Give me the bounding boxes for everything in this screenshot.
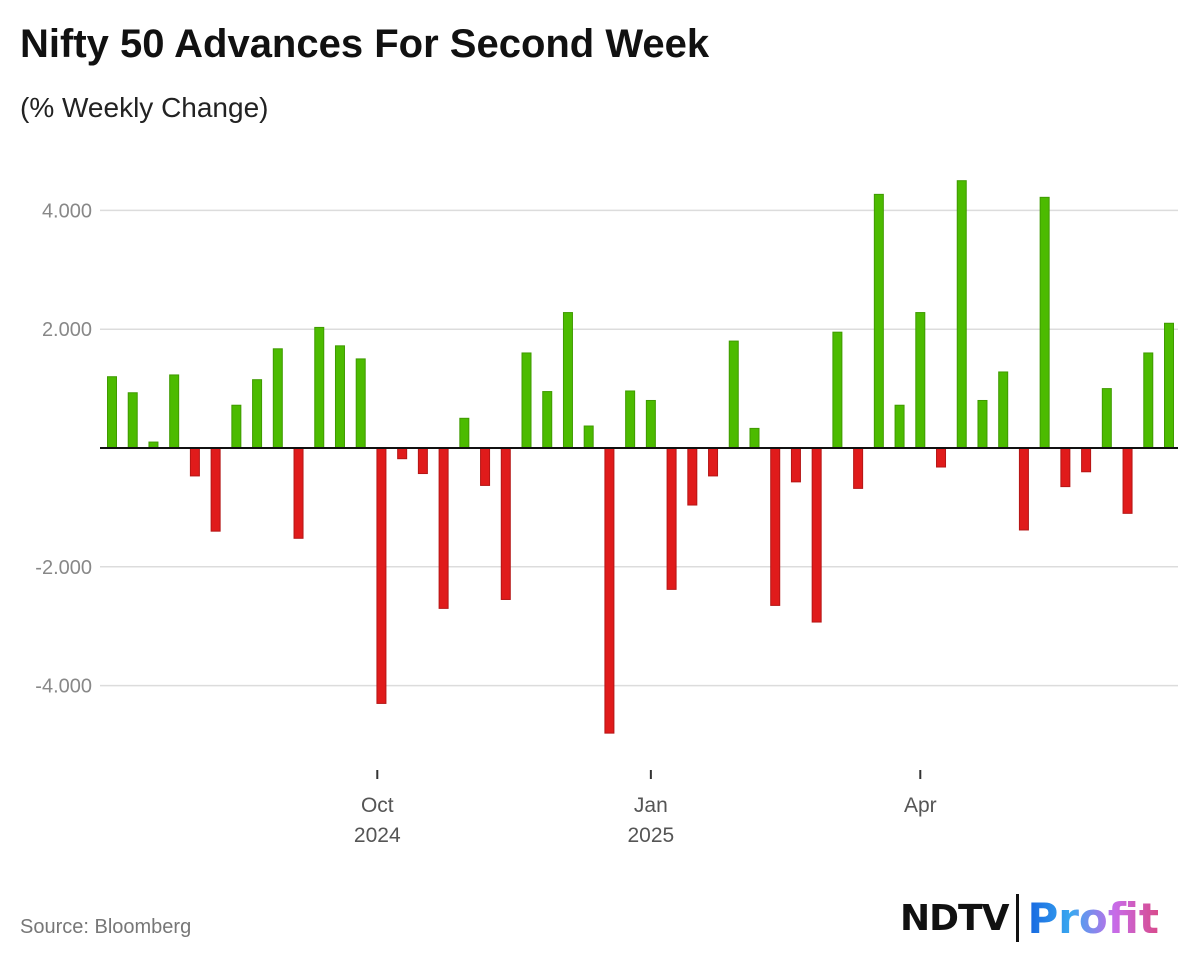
bar-positive bbox=[832, 331, 843, 449]
bar-positive bbox=[334, 345, 345, 449]
bar-positive bbox=[1039, 196, 1050, 449]
x-tick-label: Apr bbox=[904, 794, 937, 817]
x-tick-year: 2024 bbox=[354, 824, 401, 847]
bar-negative bbox=[438, 447, 449, 609]
bar-negative bbox=[397, 447, 408, 460]
source-note: Source: Bloomberg bbox=[20, 916, 192, 938]
ndtv-profit-logo: NDTV Profit bbox=[900, 890, 1159, 946]
bar-positive bbox=[956, 180, 967, 449]
bar-negative bbox=[293, 447, 304, 539]
bar-positive bbox=[894, 404, 905, 449]
logo-ndtv: NDTV bbox=[900, 897, 1009, 939]
y-tick-label: 4.000 bbox=[42, 200, 92, 222]
bar-positive bbox=[252, 379, 263, 449]
logo-profit: Profit bbox=[1027, 893, 1159, 943]
x-tick-label: Oct bbox=[361, 794, 394, 817]
y-tick-label: -2.000 bbox=[35, 557, 92, 579]
bar-negative bbox=[1122, 447, 1133, 514]
bar-negative bbox=[708, 447, 719, 477]
bar-negative bbox=[853, 447, 864, 489]
bar-negative bbox=[1081, 447, 1092, 473]
bar-positive bbox=[645, 399, 656, 449]
bar-negative bbox=[417, 447, 428, 475]
bar-positive bbox=[459, 417, 470, 449]
bar-positive bbox=[625, 390, 636, 449]
bar-negative bbox=[790, 447, 801, 483]
bar-negative bbox=[376, 447, 387, 704]
bar-positive bbox=[562, 312, 573, 449]
bar-negative bbox=[500, 447, 511, 600]
x-tick-label: Jan bbox=[634, 794, 668, 817]
bar-positive bbox=[728, 340, 739, 449]
bar-chart: 4.000 2.000 -2.000 -4.000 Oct 2024 Jan 2025 Apr bbox=[35, 180, 1178, 847]
bar-positive bbox=[542, 391, 553, 449]
bar-negative bbox=[687, 447, 698, 506]
bar-positive bbox=[873, 193, 884, 449]
logo-divider bbox=[1016, 894, 1020, 942]
bar-negative bbox=[936, 447, 947, 468]
bar-negative bbox=[189, 447, 200, 477]
chart-title: Nifty 50 Advances For Second Week bbox=[20, 22, 710, 66]
bar-positive bbox=[998, 371, 1009, 449]
bar-positive bbox=[355, 358, 366, 449]
bar-positive bbox=[231, 404, 242, 449]
bar-negative bbox=[811, 447, 822, 623]
bar-negative bbox=[770, 447, 781, 606]
bar-positive bbox=[583, 425, 594, 449]
bar-positive bbox=[1143, 352, 1154, 449]
bar-positive bbox=[915, 312, 926, 449]
bar-positive bbox=[749, 427, 760, 449]
bar-positive bbox=[127, 392, 138, 449]
y-tick-label: -4.000 bbox=[35, 676, 92, 698]
y-tick-label: 2.000 bbox=[42, 319, 92, 341]
bar-positive bbox=[1164, 322, 1174, 449]
bar-negative bbox=[1060, 447, 1071, 488]
bar-positive bbox=[107, 376, 117, 449]
bar-negative bbox=[480, 447, 491, 486]
x-tick-year: 2025 bbox=[628, 824, 675, 847]
bar-negative bbox=[1018, 447, 1029, 531]
bar-negative bbox=[666, 447, 677, 590]
bar-negative bbox=[604, 447, 615, 734]
bar-positive bbox=[521, 352, 532, 449]
bar-positive bbox=[977, 399, 988, 449]
bar-positive bbox=[1101, 388, 1112, 449]
bar-negative bbox=[210, 447, 221, 532]
bar-positive bbox=[272, 348, 283, 449]
bar-positive bbox=[314, 326, 325, 449]
chart-subtitle: (% Weekly Change) bbox=[20, 92, 269, 123]
bar-positive bbox=[169, 374, 180, 449]
